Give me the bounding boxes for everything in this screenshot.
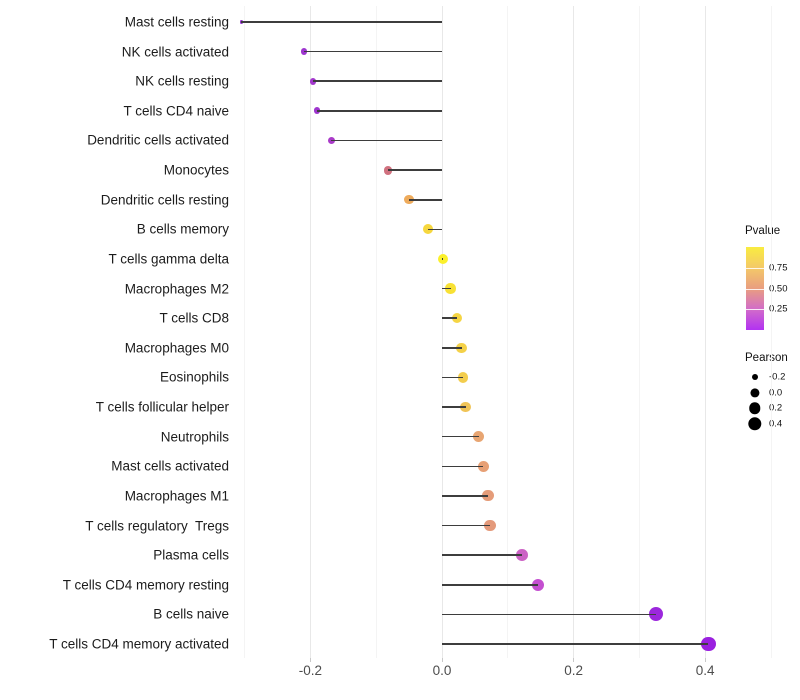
lollipop-stem	[241, 21, 442, 23]
pearson-size-label: 0.4	[769, 418, 783, 430]
category-label: NK cells resting	[135, 73, 229, 89]
x-tick-mark	[309, 658, 311, 662]
category-label: Monocytes	[163, 162, 229, 178]
category-label: T cells CD8	[159, 310, 229, 326]
lollipop-stem	[442, 435, 479, 438]
lollipop-stem	[428, 228, 442, 231]
x-tick-label: 0.0	[432, 663, 452, 678]
category-label: T cells CD4 memory resting	[62, 577, 229, 593]
x-tick-mark	[704, 658, 706, 662]
category-label: T cells regulatory Tregs	[85, 517, 229, 533]
pearson-size-dot	[748, 417, 762, 431]
lollipop-stem	[442, 554, 523, 556]
major-gridline	[573, 6, 575, 658]
category-label: Eosinophils	[159, 369, 229, 385]
legend-pearson-title: Pearson	[745, 352, 788, 364]
category-label: B cells memory	[136, 221, 229, 237]
lollipop-stem	[442, 258, 444, 260]
lollipop-stem	[303, 50, 442, 53]
category-label: NK cells activated	[121, 43, 229, 59]
lollipop-dot	[456, 342, 468, 354]
lollipop-dot	[648, 607, 663, 622]
lollipop-stem	[388, 169, 442, 171]
x-tick-mark	[441, 658, 443, 662]
pearson-size-dot	[749, 402, 761, 414]
legend-pvalue-title: Pvalue	[745, 225, 781, 237]
pearson-size-label: 0.2	[769, 402, 783, 414]
category-label: Mast cells resting	[124, 14, 229, 30]
lollipop-stem	[442, 406, 466, 408]
major-gridline	[441, 6, 443, 658]
category-label: Macrophages M1	[124, 488, 229, 504]
category-label: T cells gamma delta	[108, 251, 229, 267]
x-tick-label: -0.2	[298, 663, 323, 678]
lollipop-dot	[457, 372, 469, 383]
x-tick-label: 0.4	[695, 663, 715, 678]
category-label: T cells follicular helper	[95, 399, 229, 415]
category-label: Dendritic cells activated	[87, 132, 229, 148]
lollipop-stem	[442, 347, 462, 349]
lollipop-dot	[516, 549, 529, 562]
lollipop-dot	[309, 77, 317, 85]
minor-gridline	[507, 6, 509, 658]
lollipop-stem	[442, 613, 656, 616]
pvalue-tick-label: 0.50	[769, 282, 788, 294]
lollipop-dot	[327, 136, 336, 145]
category-label: Macrophages M0	[124, 340, 229, 356]
lollipop-stem	[442, 376, 464, 379]
lollipop-dot	[482, 490, 494, 502]
lollipop-stem	[313, 80, 442, 83]
lollipop-stem	[442, 317, 458, 319]
minor-gridline	[375, 6, 377, 658]
x-tick-mark	[573, 658, 575, 662]
minor-gridline	[244, 6, 246, 658]
major-gridline	[309, 6, 311, 658]
category-label: Plasma cells	[153, 547, 229, 563]
lollipop-stem	[442, 524, 491, 527]
category-label: B cells naive	[153, 606, 229, 622]
category-label: T cells CD4 naive	[123, 103, 229, 119]
lollipop-stem	[442, 583, 539, 586]
lollipop-stem	[442, 495, 489, 497]
pvalue-tick-label: 0.75	[769, 262, 788, 273]
x-tick-label: 0.2	[564, 663, 583, 678]
category-label: T cells CD4 memory activated	[49, 636, 229, 652]
lollipop-stem	[442, 643, 709, 645]
category-label: Mast cells activated	[111, 458, 229, 474]
lollipop-stem	[331, 139, 442, 142]
pvalue-tick-mark	[746, 309, 764, 311]
lollipop-dot	[451, 312, 463, 324]
lollipop-stem	[409, 198, 442, 201]
minor-gridline	[770, 6, 772, 658]
lollipop-stem	[442, 287, 451, 290]
minor-gridline	[638, 6, 640, 658]
lollipop-stem	[316, 110, 442, 112]
pearson-size-dot	[750, 388, 760, 398]
pearson-size-dot	[752, 374, 758, 380]
category-label: Neutrophils	[160, 428, 229, 444]
category-label: Macrophages M2	[124, 280, 229, 296]
pvalue-tick-mark	[746, 267, 764, 269]
pvalue-tick-label: 0.25	[769, 303, 788, 315]
pvalue-tick-mark	[746, 288, 764, 290]
pearson-size-label: 0.0	[769, 386, 783, 398]
major-gridline	[704, 6, 706, 658]
pearson-size-label: -0.2	[769, 371, 786, 383]
lollipop-stem	[442, 465, 484, 468]
category-label: Dendritic cells resting	[100, 191, 229, 207]
